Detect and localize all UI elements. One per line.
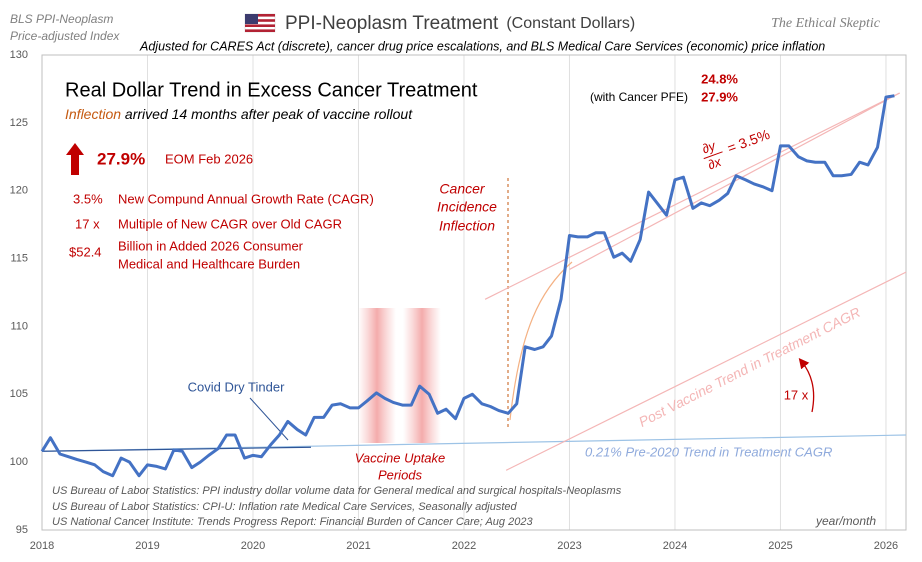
stat: 3.5% (73, 191, 103, 206)
vaccine-band (403, 308, 441, 443)
stat-label: Medical and Healthcare Burden (118, 256, 300, 271)
fraction-bar (703, 151, 723, 160)
source-label: BLS PPI-Neoplasm (10, 12, 113, 26)
trend-line (484, 92, 900, 300)
callout: Covid Dry Tinder (188, 379, 285, 394)
x-tick-label: 2021 (346, 540, 370, 552)
x-tick-label: 2019 (135, 540, 159, 552)
source: US Bureau of Labor Statistics: CPI-U: In… (52, 501, 518, 513)
brand: The Ethical Skeptic (771, 16, 881, 31)
y-tick-label: 125 (10, 117, 28, 129)
note-part: Inflection (65, 106, 121, 122)
x-tick-label: 2026 (874, 540, 898, 552)
stat-label: (with Cancer PFE) (590, 90, 688, 104)
source-label: Price-adjusted Index (10, 29, 120, 43)
callout: Incidence (437, 199, 497, 215)
note: Inflection arrived 14 months after peak … (65, 106, 413, 122)
x-tick-label: 2025 (768, 540, 792, 552)
y-tick-label: 115 (10, 252, 28, 264)
y-tick-label: 105 (10, 388, 28, 400)
trend-label: 0.21% Pre-2020 Trend in Treatment CAGR (585, 444, 832, 459)
x-tick-label: 2024 (663, 540, 687, 552)
x-tick-label: 2020 (241, 540, 265, 552)
stat: 24.8% (701, 71, 738, 86)
callout: Periods (378, 467, 423, 482)
y-tick-label: 130 (10, 49, 28, 61)
chart-title: PPI-Neoplasm Treatment (Constant Dollars) (285, 13, 635, 34)
stat-label: Billion in Added 2026 Consumer (118, 238, 304, 253)
source: US Bureau of Labor Statistics: PPI indus… (52, 485, 622, 497)
x-tick-label: 2018 (30, 540, 54, 552)
stat-label: EOM Feb 2026 (165, 151, 253, 166)
arrow (798, 357, 815, 413)
callout: Vaccine Uptake (355, 450, 446, 465)
marks (40, 92, 907, 478)
note-part: arrived 14 months after peak of vaccine … (121, 106, 413, 122)
source: US National Cancer Institute: Trends Pro… (52, 516, 533, 528)
y-tick-label: 95 (16, 524, 28, 536)
subtitle: Adjusted for CARES Act (discrete), cance… (139, 39, 825, 53)
callout: 17 x (784, 387, 809, 402)
series-line (40, 94, 895, 478)
callout: Cancer (439, 181, 485, 197)
vaccine-band (358, 308, 396, 443)
heading: Real Dollar Trend in Excess Cancer Treat… (65, 79, 478, 101)
stat-label: Multiple of New CAGR over Old CAGR (118, 216, 342, 231)
stat: 17 x (75, 216, 100, 231)
trend-line (505, 271, 907, 471)
y-tick-label: 100 (10, 456, 28, 468)
derivative-part: ∂x (706, 154, 724, 173)
title: PPI-Neoplasm Treatment (285, 13, 499, 34)
callout: Inflection (439, 218, 495, 234)
title-note: (Constant Dollars) (506, 15, 635, 32)
flag (244, 13, 276, 33)
axis-label: year/month (815, 514, 876, 528)
stat: $52.4 (69, 244, 102, 259)
up-arrow (66, 143, 84, 175)
plot-border (41, 54, 907, 531)
stat: 27.9% (701, 89, 738, 104)
stat: 27.9% (97, 149, 145, 168)
x-tick-label: 2022 (452, 540, 476, 552)
y-tick-label: 110 (10, 320, 28, 332)
inflection-curve (509, 261, 573, 421)
y-tick-label: 120 (10, 185, 28, 197)
x-tick-label: 2023 (557, 540, 581, 552)
stat-label: New Compund Annual Growth Rate (CAGR) (118, 191, 374, 206)
